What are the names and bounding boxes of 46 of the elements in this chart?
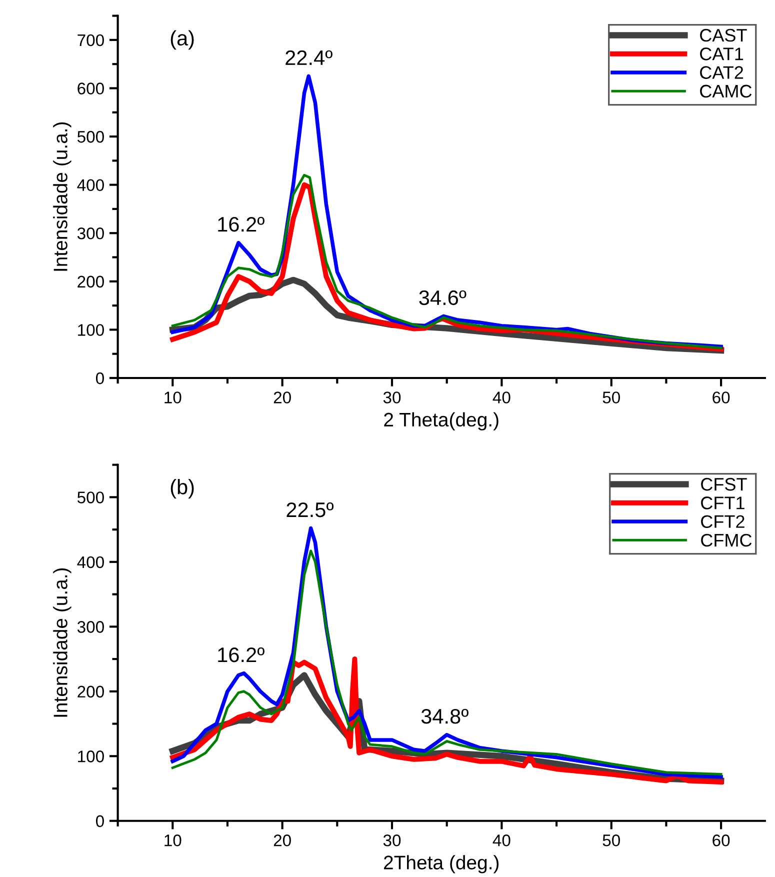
legend-label: CFT2 — [701, 515, 744, 528]
legend-label: CAMC — [700, 84, 752, 98]
legend-label: CAST — [700, 28, 747, 42]
x-tick-label: 20 — [274, 392, 291, 404]
x-axis-title: 2Theta (deg.) — [384, 855, 499, 874]
y-tick-label: 500 — [77, 492, 104, 504]
x-tick-label: 20 — [274, 834, 291, 846]
y-tick-label: 100 — [78, 324, 104, 336]
text: (a) — [170, 30, 194, 50]
legend-label: CFST — [701, 478, 747, 491]
x-tick-label: 50 — [602, 392, 620, 404]
y-tick-label: 300 — [77, 228, 104, 240]
x-tick-label: 60 — [712, 834, 730, 846]
y-tick-label: 300 — [77, 621, 104, 633]
annotation: 22.5º — [286, 502, 334, 518]
text: (b) — [170, 479, 194, 498]
x-tick-label: 40 — [492, 834, 510, 846]
annotation: 16.2º — [218, 647, 264, 662]
y-tick-label: 400 — [77, 556, 104, 568]
y-tick-label: 0 — [96, 372, 104, 384]
x-tick-label: 60 — [712, 392, 730, 404]
annotation: 34.6º — [419, 290, 466, 306]
legend-label: CFMC — [701, 534, 752, 547]
x-tick-label: 30 — [383, 392, 401, 404]
legend-label: CFT1 — [701, 496, 744, 510]
x-tick-label: 50 — [602, 834, 620, 846]
y-axis-title: Intensidade (u.a.) — [53, 122, 72, 271]
y-tick-label: 600 — [78, 82, 104, 94]
y-tick-label: 200 — [78, 686, 104, 698]
x-tick-label: 40 — [492, 392, 510, 404]
y-tick-label: 700 — [78, 34, 104, 46]
annotation: 16.2º — [218, 216, 264, 232]
x-tick-label: 30 — [383, 834, 401, 846]
x-tick-label: 10 — [164, 834, 182, 846]
x-axis-title: 2 Theta(deg.) — [384, 412, 498, 430]
x-tick-label: 10 — [164, 392, 182, 404]
annotation: 22.4º — [286, 50, 332, 65]
annotation: 34.8º — [421, 708, 468, 724]
y-axis-title: Intensidade (u.a.) — [53, 568, 72, 717]
legend-label: CAT2 — [700, 66, 744, 79]
legend-label: CAT1 — [700, 48, 744, 60]
y-tick-label: 400 — [77, 179, 104, 192]
y-tick-label: 500 — [77, 130, 104, 143]
y-tick-label: 200 — [78, 276, 104, 288]
y-tick-label: 100 — [78, 750, 104, 762]
y-tick-label: 0 — [96, 815, 104, 828]
